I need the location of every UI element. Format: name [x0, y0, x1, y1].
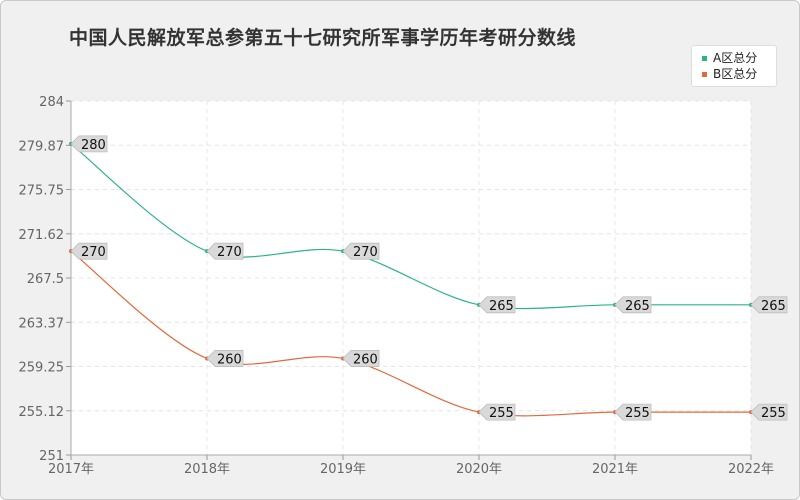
chart-title: 中国人民解放军总参第五十七研究所军事学历年考研分数线 [69, 27, 577, 49]
data-label-bg [478, 403, 516, 421]
data-label-bg [70, 242, 108, 260]
data-label-bg [342, 242, 380, 260]
y-tick-label: 251 [39, 449, 64, 464]
x-tick-label: 2018年 [184, 462, 230, 477]
y-tick-label: 284 [39, 95, 64, 110]
legend-label-a: A区总分 [713, 51, 758, 65]
data-label: 265 [761, 299, 786, 314]
data-label-bg [614, 403, 652, 421]
data-label-bg [342, 350, 380, 367]
legend-item-b[interactable]: B区总分 [702, 67, 757, 81]
y-tick-label: 255.12 [19, 405, 65, 420]
data-label: 270 [81, 245, 106, 260]
data-label: 255 [625, 406, 650, 421]
data-label-bg [614, 296, 652, 314]
data-label: 265 [489, 299, 514, 314]
legend-label-b: B区总分 [713, 67, 758, 81]
data-label: 265 [625, 299, 650, 314]
data-label: 255 [761, 406, 786, 421]
y-tick-label: 267.5 [27, 272, 64, 287]
data-label: 260 [353, 352, 378, 367]
data-label: 260 [217, 352, 242, 367]
data-label-bg [70, 135, 108, 153]
data-label: 280 [81, 138, 106, 153]
y-tick-label: 271.62 [19, 228, 65, 243]
data-label-bg [206, 242, 244, 260]
data-label: 255 [489, 406, 514, 421]
x-tick-label: 2017年 [48, 462, 94, 477]
x-tick-label: 2022年 [728, 462, 774, 477]
data-label-bg [206, 350, 244, 367]
y-tick-label: 259.25 [19, 361, 65, 376]
legend-swatch-a [702, 55, 707, 61]
data-label-bg [750, 296, 788, 314]
x-tick-label: 2021年 [592, 462, 638, 477]
data-label: 270 [353, 245, 378, 260]
legend: A区总分 B区总分 [691, 45, 777, 87]
data-label: 270 [217, 245, 242, 260]
legend-swatch-b [702, 71, 707, 77]
y-tick-label: 263.37 [19, 316, 65, 331]
x-tick-label: 2019年 [320, 462, 366, 477]
y-tick-label: 279.87 [19, 139, 65, 154]
data-label-bg [750, 403, 788, 421]
data-label-bg [478, 296, 516, 314]
x-tick-label: 2020年 [456, 462, 502, 477]
y-tick-label: 275.75 [19, 184, 65, 199]
legend-item-a[interactable]: A区总分 [702, 51, 757, 65]
